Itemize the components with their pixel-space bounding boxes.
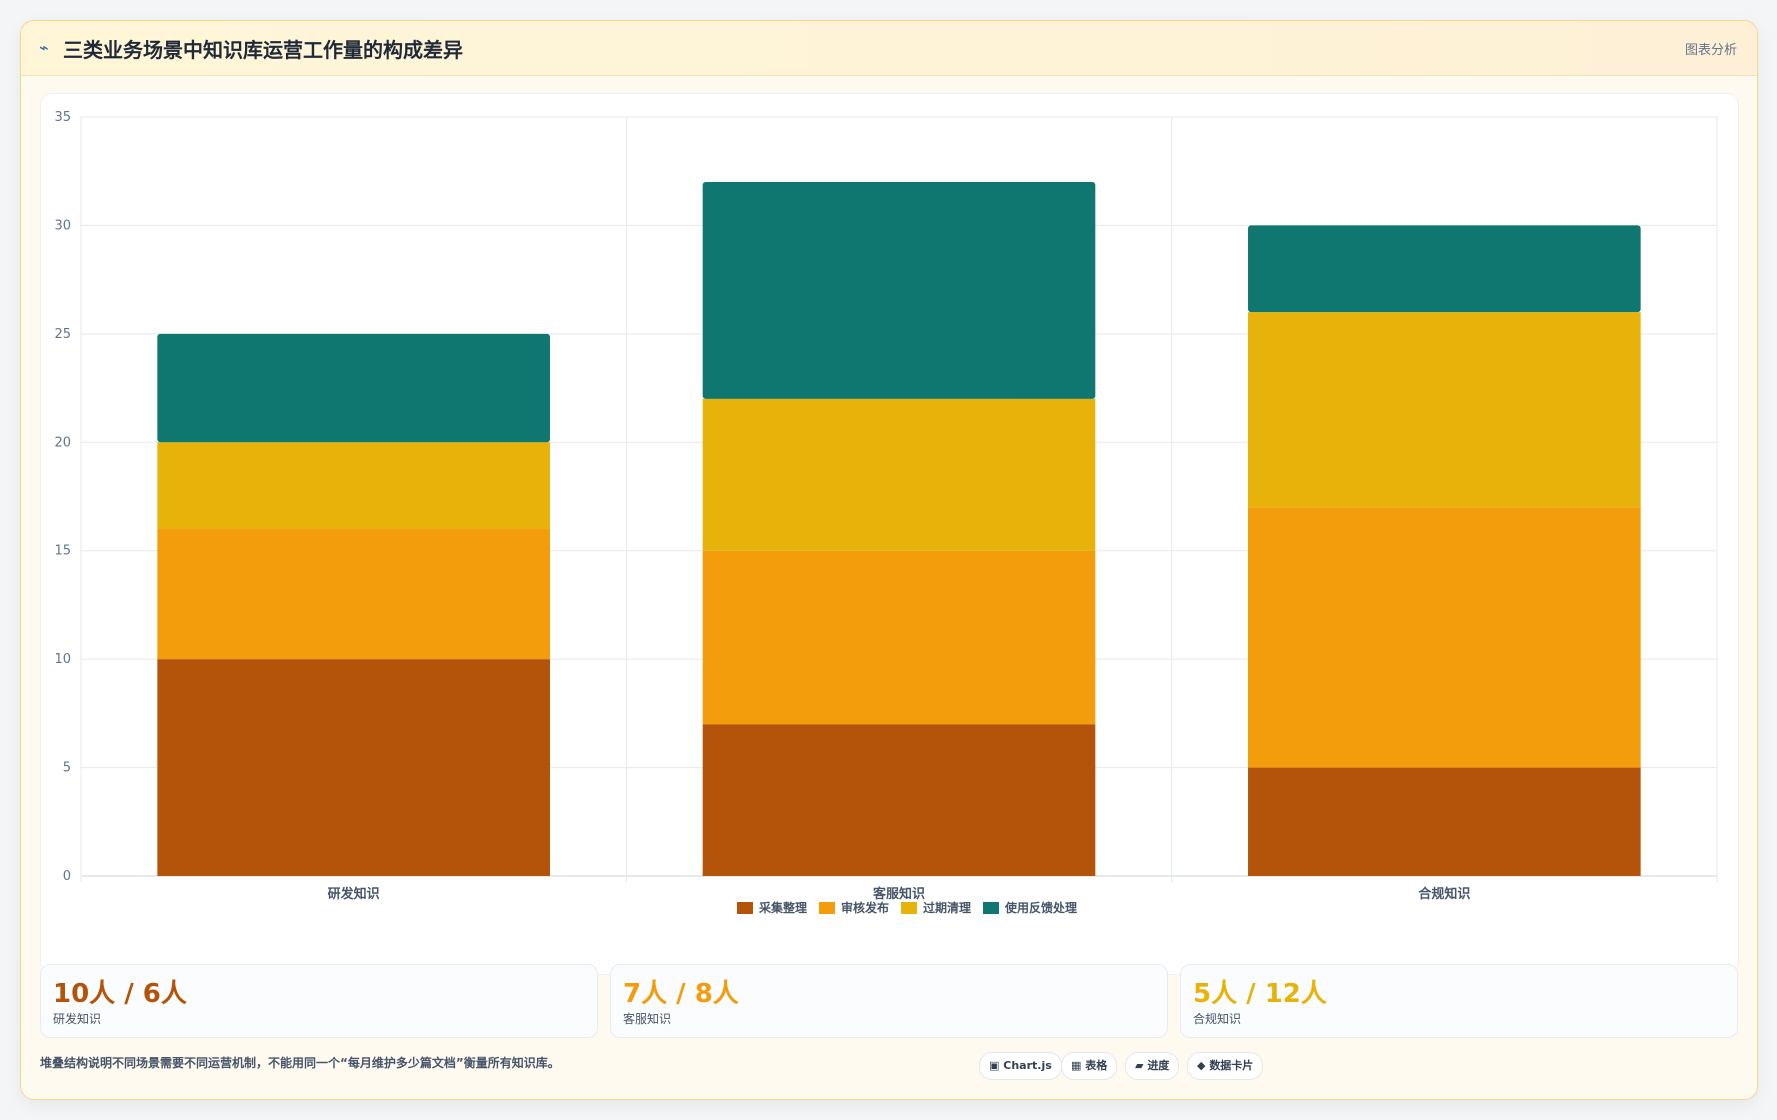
footer-note: 堆叠结构说明不同场景需要不同运营机制，不能用同一个“每月维护多少篇文档”衡量所有… [40, 1056, 560, 1070]
legend-label: 过期清理 [923, 900, 971, 915]
bar-segment [157, 333, 550, 443]
chip-data-card[interactable]: ◆ 数据卡片 [1187, 1052, 1264, 1080]
chart-card: ⌁ 三类业务场景中知识库运营工作量的构成差异 图表分析 0 5 10 15 20 25 30… [20, 20, 1758, 1100]
bar-segment [157, 442, 550, 530]
stat-value: 10人 / 6人 [53, 979, 187, 1009]
card-header: ⌁ 三类业务场景中知识库运营工作量的构成差异 图表分析 [21, 21, 1757, 76]
bar-segment [1248, 767, 1641, 876]
chip-chartjs[interactable]: ▣ Chart.js [979, 1052, 1062, 1080]
bar-segment [1248, 312, 1641, 508]
y-tick-label: 30 [54, 218, 71, 233]
bar-segment [157, 659, 550, 876]
stat-card-service: 7人 / 8人 客服知识 [610, 964, 1168, 1038]
chart-title: 三类业务场景中知识库运营工作量的构成差异 [63, 38, 463, 62]
chart-icon: ⌁ [39, 38, 49, 57]
chip-label: 表格 [1085, 1059, 1108, 1072]
chip-progress[interactable]: ▰ 进度 [1125, 1052, 1180, 1080]
chip-label: 进度 [1147, 1059, 1170, 1072]
progress-icon: ▰ [1135, 1059, 1144, 1072]
bar-segment [1248, 225, 1641, 313]
chip-table[interactable]: ▦ 表格 [1061, 1052, 1118, 1080]
bar-segment [1248, 507, 1641, 768]
y-tick-label: 5 [63, 761, 71, 776]
y-tick-label: 10 [54, 652, 71, 667]
legend-swatch [737, 902, 753, 914]
stat-label: 合规知识 [1193, 1012, 1242, 1026]
chart-analysis-tag[interactable]: 图表分析 [1684, 43, 1737, 58]
bar-segment [157, 529, 550, 660]
table-icon: ▦ [1071, 1059, 1082, 1072]
legend-swatch [983, 902, 999, 914]
bar-segment [702, 550, 1096, 725]
y-tick-label: 35 [54, 110, 71, 125]
stat-card-rd: 10人 / 6人 研发知识 [40, 964, 598, 1038]
stat-card-compliance: 5人 / 12人 合规知识 [1180, 964, 1738, 1038]
stat-label: 研发知识 [53, 1012, 102, 1026]
legend-label: 使用反馈处理 [1004, 900, 1077, 915]
stat-value: 5人 / 12人 [1193, 979, 1327, 1009]
x-tick-label: 合规知识 [1418, 886, 1470, 902]
bar-segment [702, 398, 1096, 551]
legend-swatch [901, 902, 917, 914]
bar-segment [702, 724, 1096, 876]
stat-label: 客服知识 [623, 1012, 672, 1026]
chart-js-icon: ▣ [989, 1059, 1000, 1072]
y-tick-label: 15 [54, 544, 71, 559]
data-card-icon: ◆ [1197, 1059, 1206, 1072]
stat-value: 7人 / 8人 [623, 979, 739, 1009]
y-tick-label: 20 [54, 435, 71, 450]
legend-label: 采集整理 [758, 900, 807, 915]
y-tick-label: 25 [54, 327, 71, 342]
chip-label: Chart.js [1003, 1059, 1052, 1072]
chart-panel: 0 5 10 15 20 25 30 35 研发知识 客服知识 合规知识采集整理 审核发布 过期清理 使用… [40, 93, 1739, 975]
chip-label: 数据卡片 [1209, 1059, 1254, 1072]
legend-label: 审核发布 [841, 900, 889, 915]
bar-segment [702, 182, 1096, 399]
x-tick-label: 客服知识 [873, 886, 925, 902]
y-tick-label: 0 [63, 869, 71, 884]
legend-swatch [819, 902, 835, 914]
x-tick-label: 研发知识 [328, 886, 380, 902]
